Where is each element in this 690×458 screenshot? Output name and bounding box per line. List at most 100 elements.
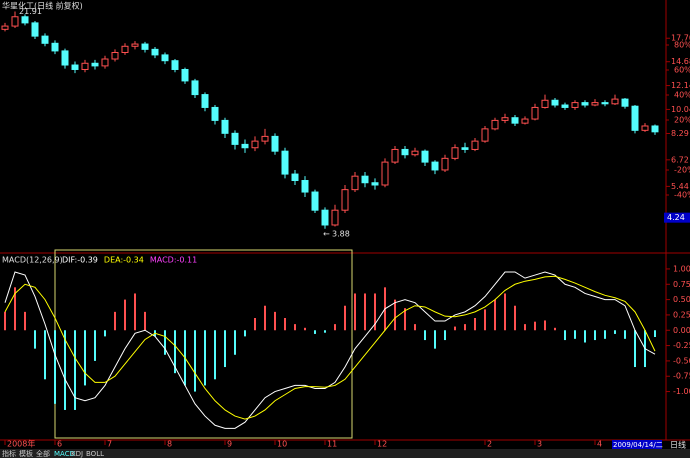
candle-body bbox=[481, 128, 489, 142]
candle-body bbox=[31, 22, 39, 37]
candle-body bbox=[201, 94, 209, 108]
candle-body bbox=[211, 106, 219, 121]
cursor-date: 2009/04/14/二 bbox=[613, 441, 663, 449]
y-tick-label: 12.14 bbox=[671, 81, 690, 90]
candle-body bbox=[261, 135, 269, 142]
candle-body bbox=[21, 16, 29, 24]
indicator-title: MACD(12,26,9) bbox=[2, 256, 63, 265]
candle-body bbox=[441, 157, 449, 171]
candle-body bbox=[291, 173, 299, 182]
y-tick-label: 0.25 bbox=[673, 310, 690, 319]
candle-body bbox=[281, 150, 289, 175]
candle-body bbox=[321, 209, 329, 226]
candle-body bbox=[141, 43, 149, 50]
candle-body bbox=[191, 80, 199, 96]
candle-body bbox=[251, 140, 259, 149]
candle-body bbox=[361, 175, 369, 184]
y-tick-label: -0.75 bbox=[673, 372, 690, 381]
macd-line bbox=[4, 275, 656, 420]
candle-body bbox=[121, 45, 129, 53]
candle-body bbox=[71, 64, 79, 70]
candle-body bbox=[51, 42, 59, 52]
x-tick-label: 6 bbox=[57, 440, 62, 449]
candle-body bbox=[431, 161, 439, 171]
candle-body bbox=[471, 140, 479, 150]
candle-body bbox=[41, 35, 49, 44]
x-tick-label: 2008年 bbox=[7, 439, 35, 449]
tab[interactable]: 指标 bbox=[2, 449, 16, 458]
y-tick-label: 0.75 bbox=[673, 280, 690, 289]
tab[interactable]: BOLL bbox=[86, 450, 104, 458]
tab[interactable]: 全部 bbox=[36, 449, 50, 458]
y-tick-label: 14.68 bbox=[671, 57, 690, 66]
candle-body bbox=[11, 16, 19, 27]
x-tick-label: 8 bbox=[167, 440, 172, 449]
y-tick-label: -0.50 bbox=[673, 356, 690, 365]
y-tick-label: -0.25 bbox=[673, 341, 690, 350]
y-tick-label: -1.00 bbox=[673, 387, 690, 396]
candle-body bbox=[581, 102, 589, 106]
candle-body bbox=[111, 51, 119, 60]
y-tick-label: 8.29 bbox=[671, 129, 689, 138]
candle-body bbox=[521, 118, 529, 124]
tab[interactable]: MACD bbox=[54, 450, 75, 458]
y-tick-label: 17.70 bbox=[671, 34, 690, 43]
candle-body bbox=[541, 99, 549, 108]
candle-body bbox=[91, 62, 99, 67]
candle-body bbox=[551, 99, 559, 106]
y2-tick-label: 60% bbox=[674, 66, 690, 75]
x-tick-label: 9 bbox=[227, 440, 232, 449]
candle-body bbox=[311, 191, 319, 211]
candle-body bbox=[341, 189, 349, 211]
tab[interactable]: 模板 bbox=[19, 449, 33, 458]
candle-body bbox=[451, 147, 459, 159]
candle-body bbox=[511, 117, 519, 124]
candle-body bbox=[131, 43, 139, 47]
candle-body bbox=[571, 102, 579, 108]
x-tick-label: 7 bbox=[107, 440, 112, 449]
candle-body bbox=[461, 147, 469, 150]
x-tick-label: 4 bbox=[597, 440, 602, 449]
candle-body bbox=[301, 180, 309, 193]
candle-body bbox=[381, 161, 389, 186]
candle-body bbox=[241, 143, 249, 149]
candle-body bbox=[641, 125, 649, 131]
y-tick-label: 5.44 bbox=[671, 182, 689, 191]
candle-body bbox=[371, 182, 379, 186]
candle-body bbox=[621, 98, 629, 107]
candle-body bbox=[501, 117, 509, 121]
candle-body bbox=[591, 102, 599, 106]
tab[interactable]: KDJ bbox=[71, 450, 83, 458]
cursor-date-box bbox=[612, 440, 662, 449]
y2-tick-label: -20% bbox=[674, 166, 690, 175]
readout: DEA:-0.34 bbox=[104, 256, 144, 265]
candle-body bbox=[401, 148, 409, 156]
candle-body bbox=[631, 105, 639, 131]
candle-body bbox=[331, 209, 339, 226]
candle-body bbox=[561, 104, 569, 108]
readout: MACD:-0.11 bbox=[150, 256, 197, 265]
candle-body bbox=[161, 54, 169, 62]
chart-title: 华星化工(日线 前复权) bbox=[2, 1, 83, 11]
candle-body bbox=[101, 58, 109, 67]
min-label: 3.88 bbox=[332, 229, 350, 238]
candle-body bbox=[391, 148, 399, 163]
candle-body bbox=[601, 102, 609, 105]
candle-body bbox=[1, 25, 9, 30]
candle-body bbox=[411, 150, 419, 156]
y2-tick-label: 20% bbox=[674, 116, 690, 125]
cursor-box bbox=[664, 212, 690, 223]
x-tick-label: 12 bbox=[377, 440, 387, 449]
x-tick-label: 11 bbox=[327, 440, 337, 449]
y2-tick-label: -40% bbox=[674, 191, 690, 200]
x-tick-label: 10 bbox=[277, 440, 287, 449]
max-label: 21.91 bbox=[19, 7, 42, 16]
candle-body bbox=[231, 132, 239, 145]
candle-body bbox=[421, 150, 429, 163]
candle-body bbox=[531, 106, 539, 120]
candle-body bbox=[221, 119, 229, 134]
candle-body bbox=[61, 50, 69, 66]
